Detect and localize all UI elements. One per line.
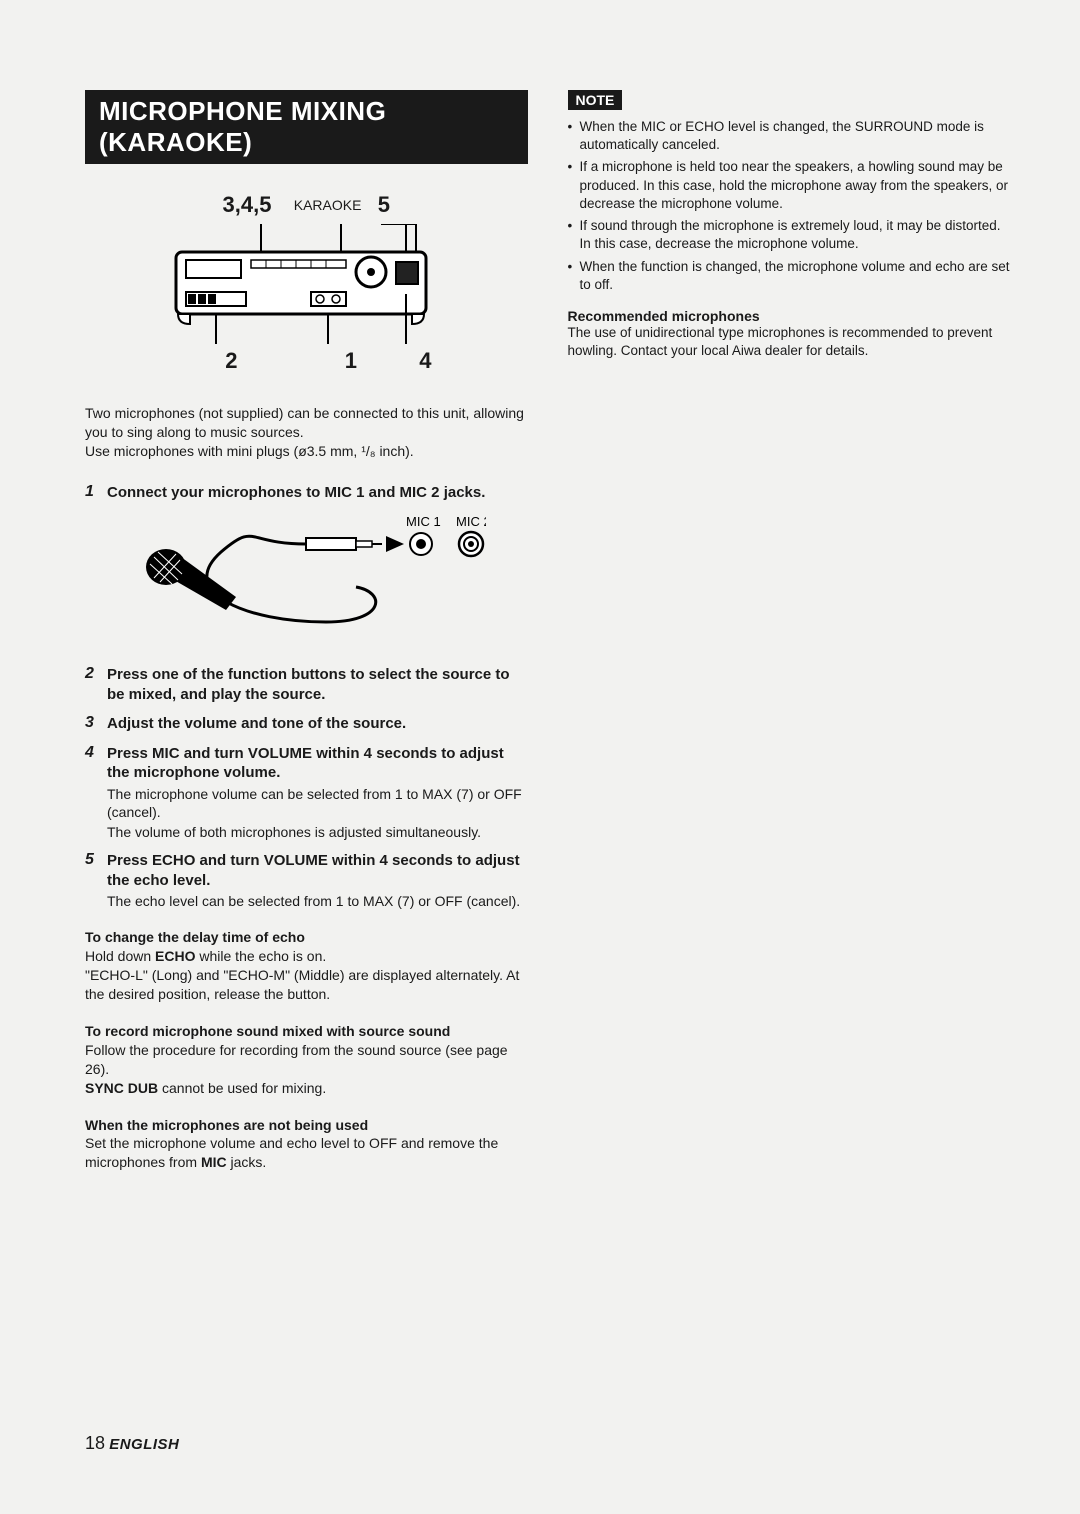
diagram-bottom-2: 2 [225,348,237,373]
step-3-num: 3 [85,714,99,734]
diagram-karaoke-word: KARAOKE [294,197,362,213]
step-4-detail1: The microphone volume can be selected fr… [107,785,528,821]
sub-echo-text3: "ECHO-L" (Long) and "ECHO-M" (Middle) ar… [85,966,528,1004]
step-2: 2 Press one of the function buttons to s… [85,665,528,704]
sub-record: To record microphone sound mixed with so… [85,1022,528,1098]
step-4: 4 Press MIC and turn VOLUME within 4 sec… [85,744,528,842]
sub-record-text2: cannot be used for mixing. [158,1080,326,1096]
section-title: MICROPHONE MIXING (KARAOKE) [85,90,528,164]
diagram-top-labels: 3,4,5 KARAOKE 5 [85,192,528,218]
step-4-num: 4 [85,744,99,842]
note-badge: NOTE [568,90,623,110]
diagram-bottom-1: 1 [345,348,357,373]
step-3-heading: Adjust the volume and tone of the source… [107,715,406,732]
sub-record-text1: Follow the procedure for recording from … [85,1041,528,1079]
step-5-num: 5 [85,851,99,910]
note-item: If sound through the microphone is extre… [580,217,1011,253]
diagram-top-right-num: 5 [378,192,390,217]
diagram-bottom-4: 4 [419,348,431,373]
note-item: When the function is changed, the microp… [580,258,1011,294]
note-list: When the MIC or ECHO level is changed, t… [568,118,1011,294]
sub-echo-delay: To change the delay time of echo Hold do… [85,928,528,1004]
step-1: 1 Connect your microphones to MIC 1 and … [85,483,528,503]
page-number: 18 [85,1433,105,1453]
sub-not-used: When the microphones are not being used … [85,1116,528,1173]
sub-echo-text2: while the echo is on. [196,948,327,964]
sub-record-bold1: SYNC DUB [85,1080,158,1096]
sub-notused-bold1: MIC [201,1154,227,1170]
sub-echo-text1: Hold down [85,948,155,964]
intro-text: Two microphones (not supplied) can be co… [85,404,528,461]
diagram-bottom-labels: 2 1 4 [85,348,528,374]
sub-notused-heading: When the microphones are not being used [85,1116,528,1135]
page-footer: 18 ENGLISH [85,1433,179,1454]
device-illustration [156,224,456,344]
left-column: MICROPHONE MIXING (KARAOKE) 3,4,5 KARAOK… [85,90,528,1172]
right-column: NOTE When the MIC or ECHO level is chang… [568,90,1011,1172]
step-4-detail2: The volume of both microphones is adjust… [107,823,528,841]
step-5-detail1: The echo level can be selected from 1 to… [107,892,528,910]
sub-echo-heading: To change the delay time of echo [85,928,528,947]
note-item: If a microphone is held too near the spe… [580,158,1011,213]
sub-notused-text2: jacks. [227,1154,267,1170]
step-3: 3 Adjust the volume and tone of the sour… [85,714,528,734]
step-2-num: 2 [85,665,99,704]
page-language: ENGLISH [109,1436,179,1453]
step-2-heading: Press one of the function buttons to sel… [107,666,510,703]
mic-connection-figure: MIC 1 MIC 2 [85,512,528,647]
sub-record-heading: To record microphone sound mixed with so… [85,1022,528,1041]
mic2-label: MIC 2 [456,514,486,529]
step-5: 5 Press ECHO and turn VOLUME within 4 se… [85,851,528,910]
step-1-heading: Connect your microphones to MIC 1 and MI… [107,484,485,501]
step-4-heading: Press MIC and turn VOLUME within 4 secon… [107,745,504,782]
sub-echo-bold1: ECHO [155,948,195,964]
intro-line2: Use microphones with mini plugs (ø3.5 mm… [85,442,528,461]
recommended-text: The use of unidirectional type microphon… [568,324,1011,360]
diagram-top-left-nums: 3,4,5 [223,192,272,217]
recommended-heading: Recommended microphones [568,308,1011,324]
device-diagram: 3,4,5 KARAOKE 5 [85,192,528,374]
step-1-num: 1 [85,483,99,503]
mic1-label: MIC 1 [406,514,441,529]
step-5-heading: Press ECHO and turn VOLUME within 4 seco… [107,852,520,889]
intro-line1: Two microphones (not supplied) can be co… [85,404,528,442]
note-item: When the MIC or ECHO level is changed, t… [580,118,1011,154]
sub-notused-text1: Set the microphone volume and echo level… [85,1135,498,1170]
